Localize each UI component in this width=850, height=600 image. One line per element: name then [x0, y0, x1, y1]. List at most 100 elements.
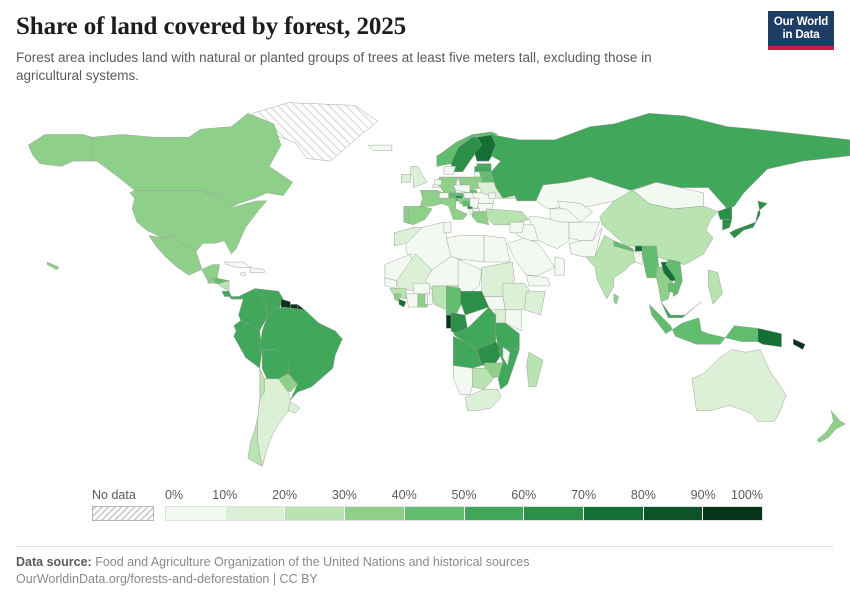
country-france[interactable]: France: 31% [420, 190, 445, 207]
country-hawaii[interactable]: Hawaii: 34% [46, 261, 60, 271]
country-costa-rica[interactable]: Costa Rica: 59% [221, 290, 232, 297]
country-burkina-faso[interactable]: Burkina Faso: 3% [412, 282, 430, 295]
country-netherlands[interactable]: Netherlands: 3% [434, 179, 442, 186]
country-argentina[interactable]: Argentina: 10% [257, 378, 291, 467]
country-central-african-republic[interactable]: Central African Republic: 64% [460, 290, 490, 316]
country-iceland[interactable]: Iceland: 2% [368, 144, 393, 151]
country-moldova[interactable]: Moldova: 3% [488, 192, 497, 199]
world-choropleth-map[interactable]: Greenland: No dataCanada: 39%United Stat… [0, 100, 850, 485]
legend-tick-90pct: 90% [690, 488, 716, 502]
country-brazil[interactable]: Brazil: 59% [259, 306, 343, 401]
country-mexico[interactable]: Mexico: 34% [148, 235, 220, 281]
chart-subtitle: Forest area includes land with natural o… [16, 50, 652, 83]
country-mozambique[interactable]: Mozambique: 50% [497, 349, 520, 390]
map-svg: Greenland: No dataCanada: 39%United Stat… [28, 102, 850, 467]
country-syria[interactable]: Syria: 3% [509, 221, 525, 234]
legend-bin-5[interactable] [464, 507, 525, 520]
legend-tick-40pct: 40% [391, 488, 417, 502]
legend-tick-10pct: 10% [212, 488, 238, 502]
country-greenland[interactable]: Greenland: No data [252, 102, 379, 162]
country-north-macedonia[interactable]: North Macedonia: 3% [471, 208, 480, 212]
legend-no-data-label: No data [92, 488, 136, 502]
country-tunisia[interactable]: Tunisia: 3% [443, 221, 452, 234]
country-layer: Greenland: No dataCanada: 39%United Stat… [28, 102, 850, 467]
legend-bin-7[interactable] [583, 507, 644, 520]
legend-no-data-swatch[interactable] [92, 506, 154, 521]
country-peru[interactable]: Peru: 56% [233, 322, 263, 369]
country-somalia[interactable]: Somalia: 10% [523, 290, 546, 316]
country-jamaica[interactable]: Jamaica: 3% [240, 272, 246, 276]
country-alaska[interactable]: Alaska: 34% [28, 134, 93, 167]
legend-tick-50pct: 50% [451, 488, 477, 502]
country-uganda[interactable]: Uganda: 12% [495, 309, 506, 324]
country-japan[interactable]: Japan: 68% [729, 200, 768, 239]
legend-bin-3[interactable] [345, 507, 405, 520]
country-cambodia[interactable]: Cambodia: 45% [667, 282, 678, 295]
country-italy[interactable]: Italy: 32% [441, 197, 468, 220]
country-bhutan[interactable]: Bhutan: 72% [634, 245, 643, 252]
country-india[interactable]: India: 24% [585, 235, 636, 300]
country-turkmenistan[interactable]: Turkmenistan: 3% [549, 208, 582, 223]
country-malaysia[interactable]: Malaysia: 58% [660, 301, 702, 318]
data-source-label: Data source: [16, 555, 92, 569]
map-legend: No data 0% 10% 20% 30% 40% 50% 60% 70% 80% 90% 100… [0, 488, 850, 538]
owid-logo[interactable]: Our World in Data [768, 11, 834, 50]
country-sri-lanka[interactable]: Sri Lanka: 34% [613, 293, 619, 305]
country-south-africa[interactable]: South Africa: 14% [464, 389, 501, 411]
country-denmark[interactable]: Denmark: 3% [443, 166, 456, 175]
country-vietnam[interactable]: Vietnam: 47% [665, 259, 683, 297]
legend-bin-1[interactable] [225, 507, 286, 520]
legend-bin-2[interactable] [285, 507, 346, 520]
country-south-korea[interactable]: South Korea: 65% [722, 219, 733, 231]
country-cuba[interactable]: Cuba: 3% [224, 261, 251, 268]
country-canada[interactable]: Canada: 39% [91, 113, 294, 210]
country-switzerland[interactable]: Switzerland: 3% [438, 192, 449, 199]
country-oman[interactable]: Oman: 3% [554, 256, 565, 276]
chart-footer: Data source: Food and Agriculture Organi… [16, 546, 834, 588]
country-pakistan[interactable]: Pakistan: 3% [568, 227, 603, 257]
country-united-kingdom[interactable]: United Kingdom: 13% [410, 166, 428, 188]
page-title: Share of land covered by forest, 2025 [16, 13, 407, 40]
footer-divider [16, 546, 834, 547]
country-ireland[interactable]: Ireland: 11% [401, 174, 412, 183]
country-estonia[interactable]: Estonia: 56% [476, 163, 492, 167]
country-myanmar[interactable]: Myanmar: 43% [641, 245, 660, 279]
country-bangladesh[interactable]: Bangladesh: 3% [632, 251, 643, 265]
legend-bin-0[interactable] [166, 507, 226, 520]
country-portugal[interactable]: Portugal: 36% [403, 208, 409, 223]
legend-bin-8[interactable] [643, 507, 704, 520]
country-czechia[interactable]: Czechia: 3% [453, 184, 471, 194]
country-bosnia-and-herzegovina[interactable]: Bosnia and Herzegovina: 43% [462, 200, 471, 207]
country-latvia[interactable]: Latvia: 54% [474, 166, 492, 172]
country-papua-new-guinea[interactable]: Papua New Guinea: 79% [757, 328, 782, 348]
chart-header: Share of land covered by forest, 2025 Fo… [16, 12, 834, 85]
country-liberia[interactable]: Liberia: 79% [398, 298, 407, 308]
owid-url-link[interactable]: OurWorldinData.org/forests-and-deforesta… [16, 572, 318, 586]
country-egypt[interactable]: Egypt: 0% [483, 235, 511, 263]
legend-bin-9[interactable] [703, 507, 763, 520]
country-hispaniola[interactable]: Hispaniola: 3% [250, 267, 265, 273]
country-australia[interactable]: Australia: 17% [691, 349, 787, 422]
country-namibia[interactable]: Namibia: 8% [453, 365, 473, 395]
legend-bin-6[interactable] [524, 507, 584, 520]
country-belgium[interactable]: Belgium: 3% [431, 184, 440, 188]
country-zambia[interactable]: Zambia: 60% [476, 341, 504, 366]
country-madagascar[interactable]: Madagascar: 21% [526, 351, 544, 388]
country-solomon-islands[interactable]: Solomon Islands: 90% [793, 338, 806, 350]
legend-color-bar[interactable] [165, 506, 763, 521]
legend-bin-4[interactable] [404, 507, 465, 520]
country-ivory-coast[interactable]: Ivory Coast: 9% [405, 293, 419, 308]
legend-tick-70pct: 70% [571, 488, 597, 502]
legend-tick-60pct: 60% [511, 488, 537, 502]
country-malawi[interactable]: Malawi: 3% [502, 346, 511, 366]
country-russia[interactable]: Russia: 50% [490, 113, 850, 210]
country-indonesia[interactable]: Indonesia: 49% [649, 304, 759, 345]
country-philippines[interactable]: Philippines: 24% [708, 269, 723, 305]
country-yemen[interactable]: Yemen: 3% [526, 274, 551, 287]
country-united-states[interactable]: United States: 34% [129, 190, 268, 255]
legend-tick-80pct: 80% [630, 488, 656, 502]
legend-tick-20pct: 20% [272, 488, 298, 502]
country-new-zealand[interactable]: New Zealand: 38% [816, 410, 846, 443]
country-north-korea[interactable]: North Korea: 60% [717, 205, 733, 220]
